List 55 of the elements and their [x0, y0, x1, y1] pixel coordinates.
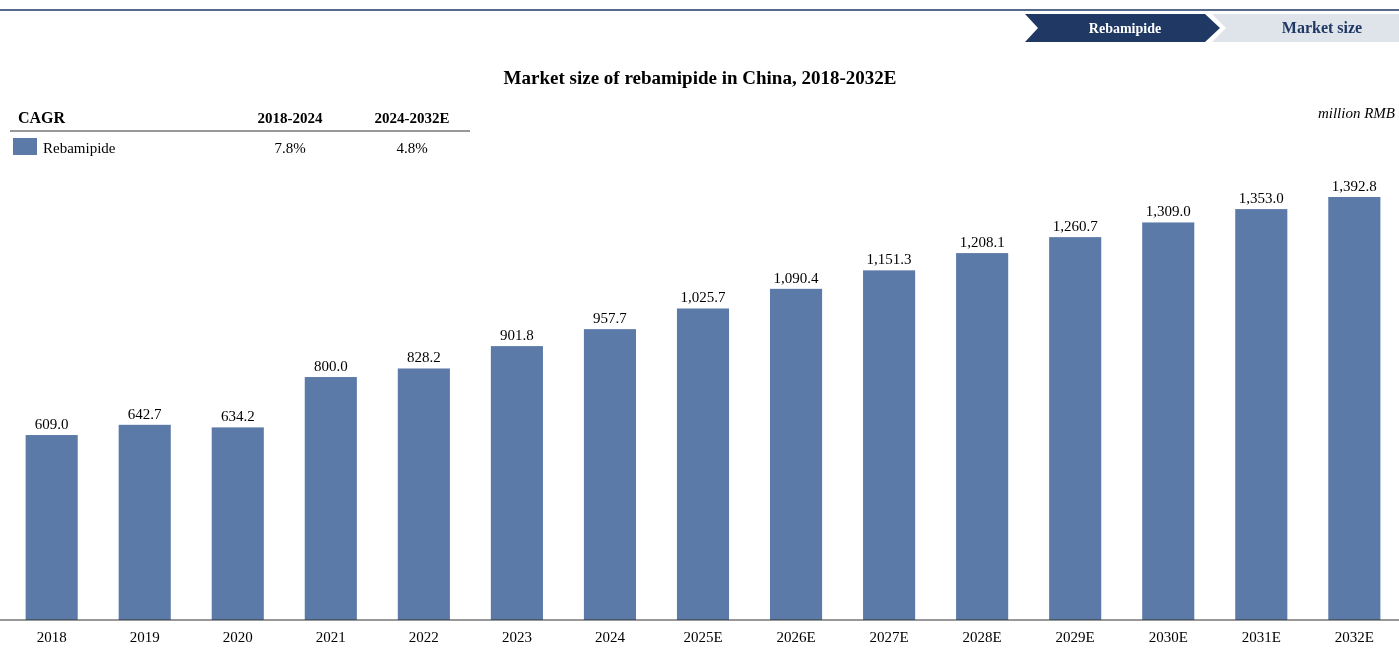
data-label: 1,025.7 [680, 289, 726, 306]
bar [863, 270, 916, 620]
text: 4.8% [396, 140, 428, 156]
data-label: 1,309.0 [1145, 203, 1191, 220]
x-tick-label: 2026E [776, 629, 816, 645]
x-tick-label: 2021 [315, 629, 346, 645]
data-label: 1,151.3 [866, 251, 912, 268]
bar [25, 435, 78, 620]
data-label: 828.2 [406, 349, 441, 366]
x-tick-label: 2030E [1148, 629, 1188, 645]
bar [1328, 197, 1381, 620]
data-label: 901.8 [500, 327, 534, 344]
text: Rebamipide [1088, 21, 1162, 36]
x-tick-label: 2028E [962, 629, 1002, 645]
bar [1142, 222, 1195, 620]
bar [397, 368, 450, 620]
text: 7.8% [274, 140, 306, 156]
text: CAGR [18, 109, 66, 126]
data-label: 1,208.1 [959, 234, 1005, 251]
text: 2018-2024 [257, 110, 323, 126]
x-tick-label: 2031E [1241, 629, 1281, 645]
x-tick-label: 2027E [869, 629, 909, 645]
bar [1049, 237, 1102, 620]
data-label: 1,090.4 [773, 269, 820, 286]
data-label: 642.7 [127, 405, 163, 422]
data-label: 1,353.0 [1238, 190, 1284, 207]
data-label: 1,260.7 [1052, 218, 1099, 235]
legend-label: Rebamipide [43, 140, 116, 156]
x-tick-label: 2029E [1055, 629, 1095, 645]
bar [118, 424, 171, 620]
data-label: 957.7 [593, 310, 628, 327]
bar [490, 346, 543, 620]
text: Market size [1281, 19, 1363, 36]
bar [583, 329, 637, 620]
chart-title: Market size of rebamipide in China, 2018-2032E [503, 67, 897, 88]
bar [304, 377, 357, 620]
x-tick-label: 2022 [408, 629, 439, 645]
x-tick-label: 2025E [683, 629, 723, 645]
x-tick-label: 2020 [222, 629, 253, 645]
x-tick-label: 2024 [594, 629, 626, 645]
text: million RMB [1317, 105, 1395, 121]
bar [1235, 209, 1288, 620]
x-tick-label: 2019 [129, 629, 160, 645]
data-label: 800.0 [313, 358, 348, 375]
data-label: 1,392.8 [1331, 178, 1377, 194]
data-label: 634.2 [220, 408, 255, 425]
bar [211, 427, 264, 620]
bar [676, 308, 730, 620]
text: 2024-2032E [374, 110, 450, 126]
x-tick-label: 2032E [1334, 629, 1374, 645]
bar [770, 288, 823, 620]
bar [956, 253, 1009, 620]
x-tick-label: 2018 [36, 629, 67, 645]
data-label: 609.0 [34, 416, 69, 433]
x-tick-label: 2023 [501, 629, 532, 645]
